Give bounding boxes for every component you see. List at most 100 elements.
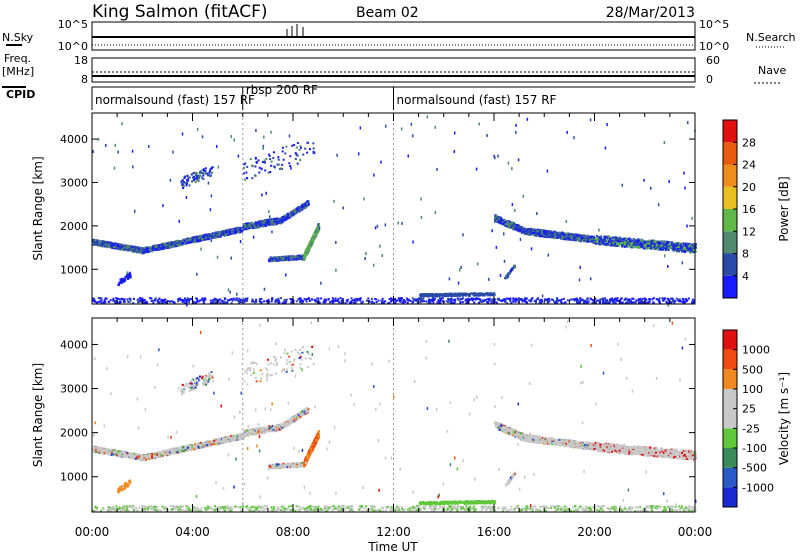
- range-cell: [422, 297, 425, 300]
- range-cell: [173, 244, 176, 247]
- range-cell: [162, 247, 165, 250]
- range-cell: [539, 235, 542, 238]
- range-cell: [635, 242, 638, 245]
- range-cell: [262, 161, 265, 164]
- range-cell: [256, 221, 259, 224]
- range-cell: [346, 298, 349, 301]
- range-cell: [591, 240, 594, 243]
- range-cell: [304, 206, 307, 209]
- range-cell: [478, 298, 481, 301]
- range-cell: [316, 297, 319, 300]
- range-cell: [204, 297, 207, 300]
- range-cell: [164, 243, 167, 246]
- range-cell: [218, 232, 221, 235]
- range-cell: [592, 300, 595, 303]
- range-cell: [505, 225, 508, 228]
- range-cell: [377, 299, 380, 302]
- range-cell: [240, 229, 243, 232]
- range-cell: [381, 297, 384, 300]
- range-cell: [512, 300, 515, 303]
- range-cell: [655, 298, 658, 301]
- range-cell: [150, 297, 153, 300]
- range-cell: [328, 301, 331, 304]
- range-cell: [312, 142, 315, 145]
- range-cell: [317, 228, 320, 231]
- range-cell: [282, 215, 285, 218]
- range-cell: [484, 299, 487, 302]
- range-cell: [586, 300, 589, 303]
- range-cell: [653, 302, 656, 305]
- cpid-label: CPID: [6, 88, 35, 101]
- range-cell: [277, 297, 280, 300]
- range-cell: [427, 299, 430, 302]
- range-cell: [358, 298, 361, 301]
- range-cell: [583, 299, 586, 302]
- range-cell: [149, 246, 152, 249]
- range-cell: [270, 164, 273, 167]
- range-cell: [481, 300, 484, 303]
- range-cell: [689, 249, 692, 252]
- range-cell: [394, 302, 397, 305]
- range-cell: [158, 245, 161, 248]
- range-cell: [603, 302, 606, 305]
- range-cell: [620, 243, 623, 246]
- range-cell: [465, 298, 468, 301]
- range-cell: [206, 233, 209, 236]
- range-cell: [561, 235, 564, 238]
- range-cell: [168, 243, 171, 246]
- range-cell: [222, 302, 225, 305]
- range-cell: [452, 301, 455, 304]
- range-cell: [228, 233, 231, 236]
- range-cell: [277, 220, 280, 223]
- range-cell: [614, 297, 617, 300]
- range-cell: [202, 239, 205, 242]
- range-cell: [569, 238, 572, 241]
- range-cell: [216, 233, 219, 236]
- range-cell: [606, 241, 609, 244]
- range-cell: [100, 302, 103, 305]
- range-cell: [541, 230, 544, 233]
- freq-label: Freq.: [4, 52, 31, 65]
- range-cell: [117, 244, 120, 247]
- range-cell: [300, 207, 303, 210]
- range-cell: [288, 256, 291, 259]
- range-cell: [285, 213, 288, 216]
- range-cell: [600, 298, 603, 301]
- range-cell: [372, 302, 375, 305]
- range-cell: [598, 299, 601, 302]
- range-cell: [274, 256, 277, 259]
- range-cell: [244, 297, 247, 300]
- range-cell: [594, 301, 597, 304]
- range-cell: [518, 224, 521, 227]
- range-cell: [481, 299, 484, 302]
- range-cell: [223, 231, 226, 234]
- range-cell: [133, 249, 136, 252]
- range-cell: [509, 297, 512, 300]
- range-cell: [132, 297, 135, 300]
- range-cell: [432, 300, 435, 303]
- range-cell: [323, 298, 326, 301]
- range-cell: [109, 242, 112, 245]
- range-cell: [149, 249, 152, 252]
- range-cell: [158, 301, 161, 304]
- range-cell: [267, 298, 270, 301]
- range-cell: [316, 229, 319, 232]
- range-cell: [181, 239, 184, 242]
- range-cell: [585, 240, 588, 243]
- range-cell: [354, 301, 357, 304]
- range-cell: [505, 297, 508, 300]
- range-cell: [420, 300, 423, 303]
- range-cell: [611, 297, 614, 300]
- range-cell: [301, 204, 304, 207]
- range-cell: [644, 297, 647, 300]
- range-cell: [138, 300, 141, 303]
- range-cell: [560, 302, 563, 305]
- range-cell: [119, 300, 122, 303]
- range-cell: [158, 244, 161, 247]
- range-cell: [260, 219, 263, 222]
- range-cell: [491, 298, 494, 301]
- range-cell: [577, 300, 580, 303]
- range-cell: [206, 172, 209, 175]
- range-cell: [298, 206, 301, 209]
